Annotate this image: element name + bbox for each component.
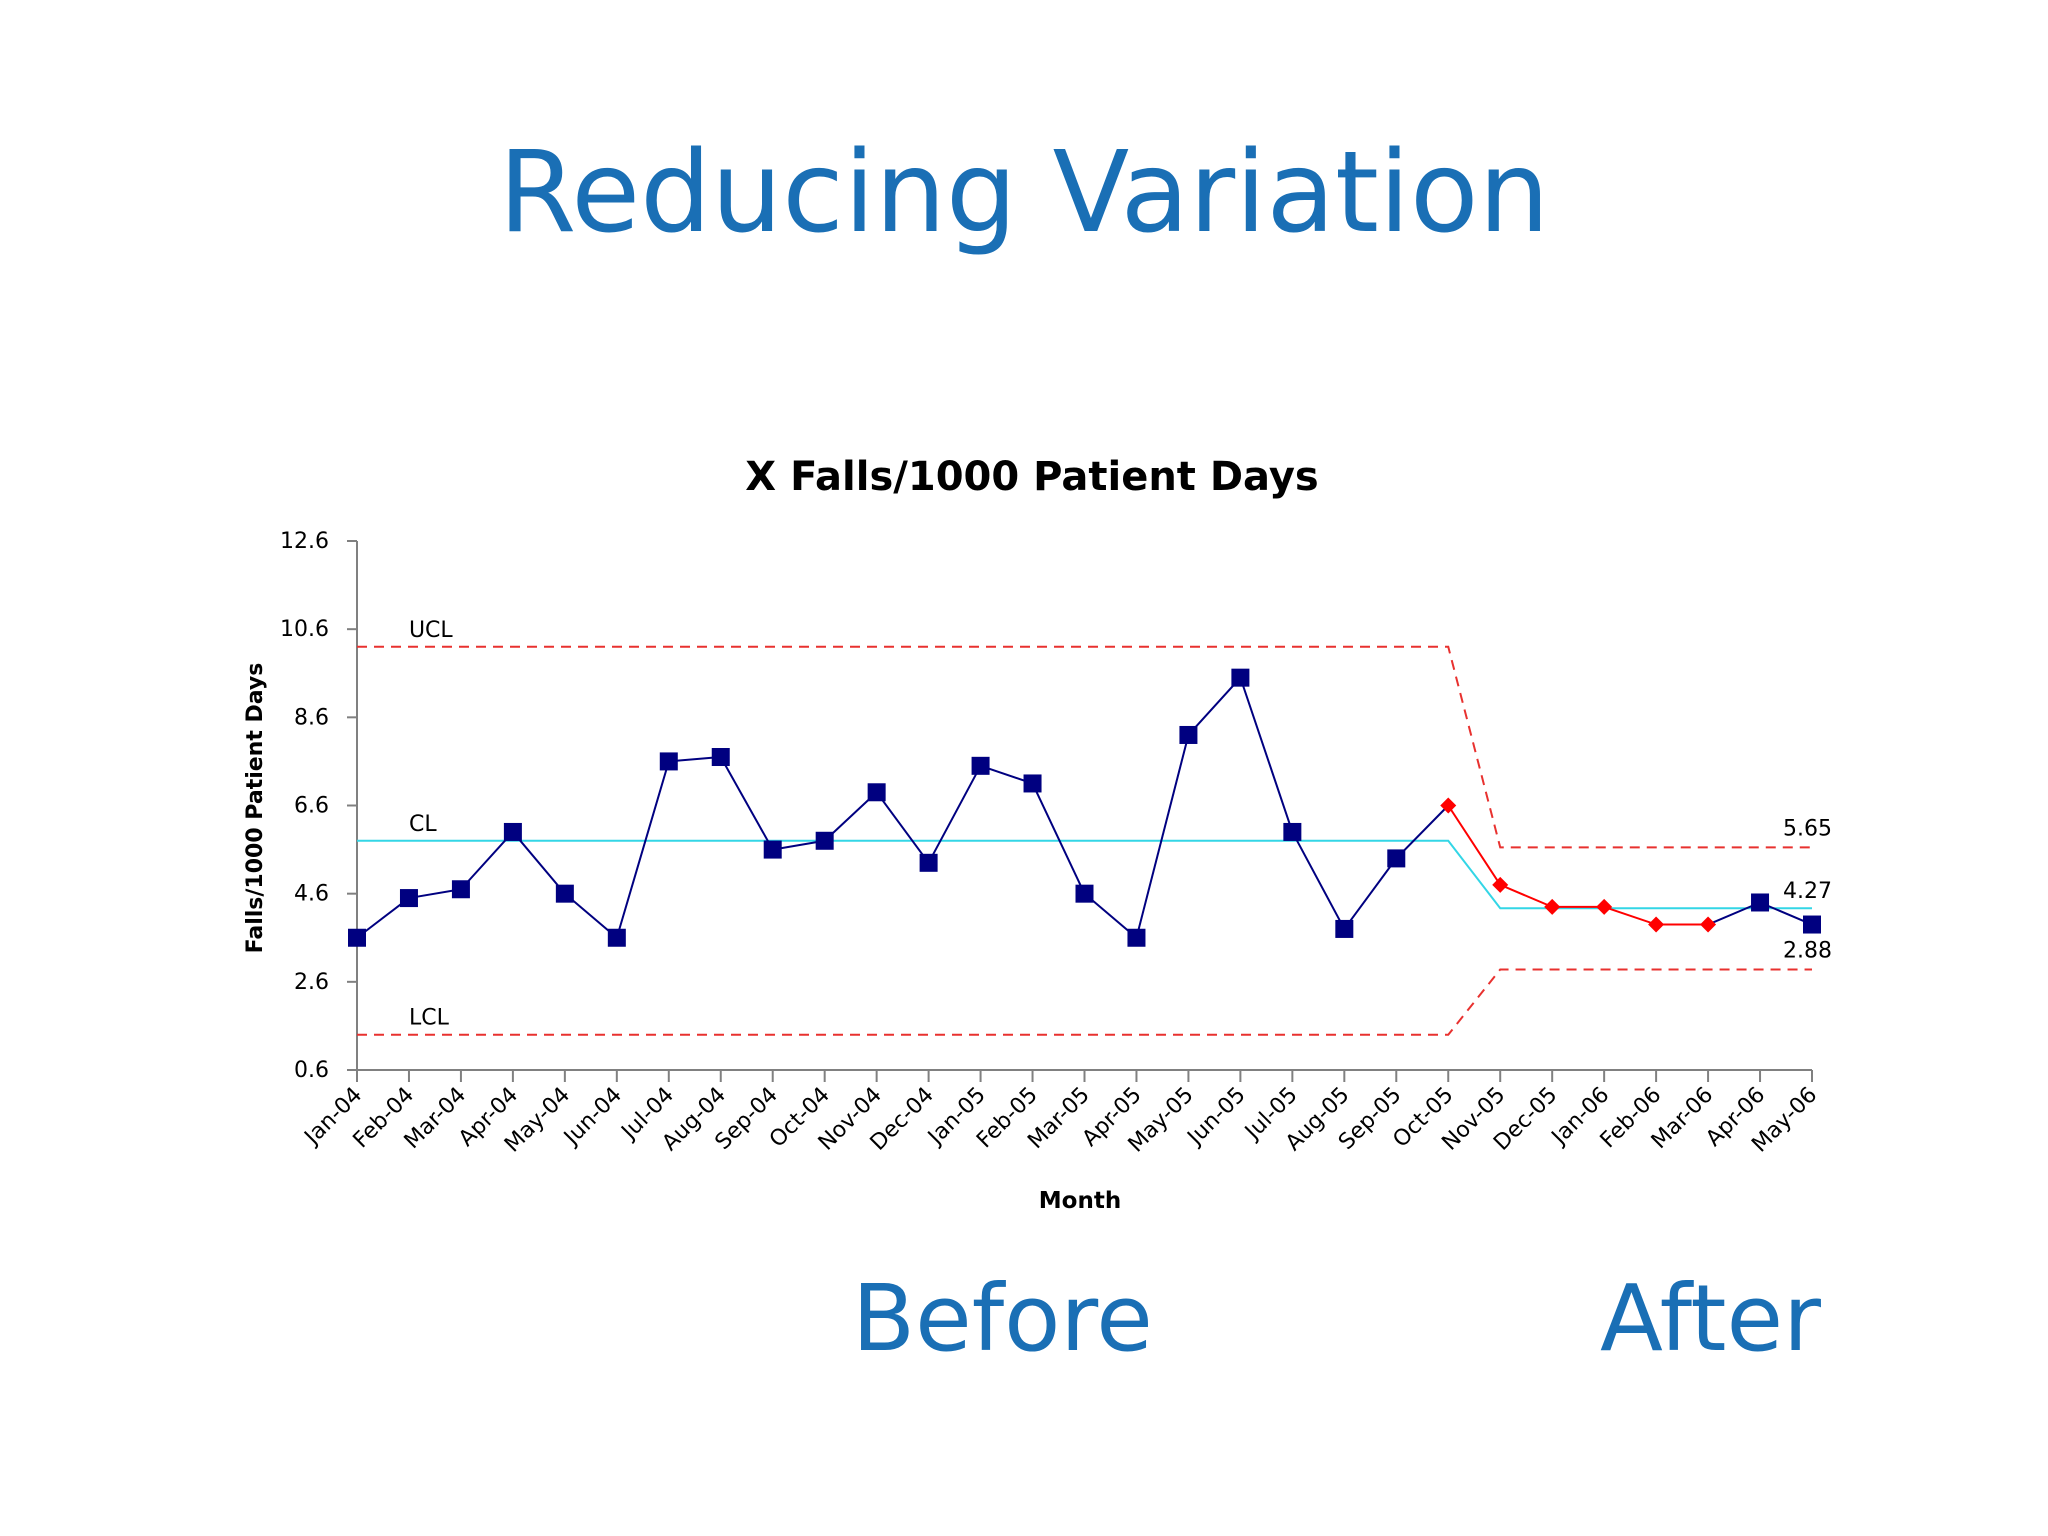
y-tick-label: 4.6 — [294, 882, 329, 907]
ucl-line — [357, 645, 1812, 849]
y-tick-label: 12.6 — [280, 529, 329, 554]
data-point — [607, 928, 626, 947]
y-tick-label: 2.6 — [294, 970, 329, 995]
data-point — [1544, 898, 1561, 915]
y-tick-label: 8.6 — [294, 705, 329, 730]
slide-title: Reducing Variation — [498, 128, 1550, 258]
data-point — [1335, 919, 1354, 938]
data-point — [659, 752, 678, 771]
data-segment — [1603, 905, 1657, 926]
data-point — [815, 831, 834, 850]
data-point — [1803, 915, 1821, 934]
data-point — [1700, 916, 1717, 933]
data-segment — [615, 761, 670, 939]
data-segment — [460, 831, 514, 890]
data-point — [1492, 876, 1509, 893]
data-point — [399, 889, 418, 908]
data-point — [503, 822, 522, 841]
before-label: Before — [852, 1265, 1153, 1372]
after-label: After — [1600, 1265, 1821, 1372]
after-lcl-label: 2.88 — [1783, 938, 1832, 963]
y-tick-label: 0.6 — [294, 1058, 329, 1083]
x-axis-label: Month — [1039, 1188, 1121, 1214]
data-segment — [1291, 831, 1346, 930]
ucl-label: UCL — [409, 618, 453, 643]
data-point — [1283, 822, 1302, 841]
center-line — [357, 839, 1812, 910]
data-segment — [1239, 677, 1294, 833]
data-point — [1440, 797, 1457, 814]
data-segment — [1031, 783, 1086, 895]
data-point — [348, 928, 366, 947]
data-segment — [719, 756, 774, 851]
data-point — [1648, 916, 1665, 933]
data-point — [763, 840, 782, 859]
data-segment — [927, 765, 982, 864]
data-segment — [1343, 857, 1398, 930]
y-tick-label: 6.6 — [294, 794, 329, 819]
data-point — [1387, 849, 1406, 868]
data-point — [1596, 898, 1613, 915]
data-point — [1231, 668, 1250, 687]
data-point — [1179, 725, 1198, 744]
data-segment — [875, 791, 930, 864]
data-point — [555, 884, 574, 903]
data-point — [971, 756, 990, 775]
data-point — [711, 748, 730, 767]
data-segment — [1499, 883, 1553, 908]
data-point — [867, 783, 886, 802]
after-ucl-label: 5.65 — [1783, 816, 1832, 841]
x-tick-label: Jun-04 — [558, 1083, 627, 1152]
data-point — [1023, 774, 1042, 793]
data-segment — [512, 831, 566, 895]
data-point — [1127, 928, 1146, 947]
lcl-line — [357, 968, 1812, 1036]
data-point — [1751, 893, 1770, 912]
y-tick-label: 10.6 — [280, 617, 329, 642]
after-cl-label: 4.27 — [1783, 879, 1832, 904]
data-point — [451, 880, 470, 899]
data-segment — [1187, 676, 1242, 736]
y-axis-label: Falls/1000 Patient Days — [243, 663, 268, 954]
data-segment — [1447, 804, 1502, 886]
data-segment — [1135, 734, 1190, 938]
cl-label: CL — [409, 812, 437, 837]
x-tick-label: Jun-05 — [1182, 1083, 1251, 1152]
data-point — [1075, 884, 1094, 903]
data-point — [919, 853, 938, 872]
lcl-label: LCL — [409, 1006, 450, 1031]
chart-title: X Falls/1000 Patient Days — [745, 454, 1318, 500]
